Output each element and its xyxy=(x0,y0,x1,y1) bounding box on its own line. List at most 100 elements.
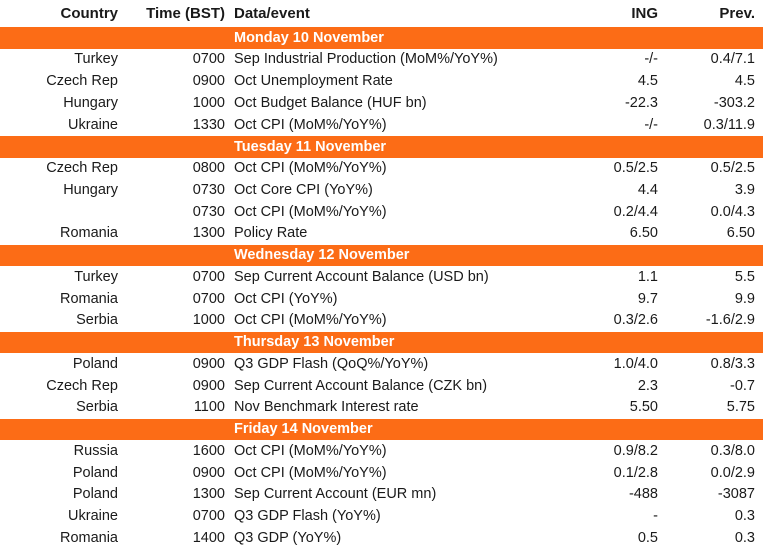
event-row: Romania 1400 Q3 GDP (YoY%) 0.5 0.3 xyxy=(0,527,763,549)
cell-time: 0900 xyxy=(192,356,225,372)
cell-time: 1600 xyxy=(192,443,225,459)
cell-time: 1400 xyxy=(192,530,225,546)
cell-time: 1300 xyxy=(192,487,225,502)
cell-event: Oct Budget Balance (HUF bn) xyxy=(234,95,427,111)
calendar-sections: Monday 10 November Turkey 0700 Sep Industri… xyxy=(0,27,763,549)
cell-prev: 6.50 xyxy=(726,226,755,241)
cell-ing: -/- xyxy=(644,117,658,133)
cell-event: Sep Industrial Production (MoM%/YoY%) xyxy=(234,52,498,67)
cell-event: Oct CPI (MoM%/YoY%) xyxy=(234,465,387,481)
event-row: Poland 0900 Oct CPI (MoM%/YoY%) 0.1/2.8 0.0/… xyxy=(0,462,763,484)
cell-event: Sep Current Account Balance (CZK bn) xyxy=(234,378,488,394)
cell-ing: 5.50 xyxy=(629,400,658,415)
cell-country: Poland xyxy=(72,487,118,502)
cell-prev: -0.7 xyxy=(730,378,755,394)
cell-country: Romania xyxy=(59,530,118,546)
event-row: Poland 0900 Q3 GDP Flash (QoQ%/YoY%) 1.0/4.… xyxy=(0,353,763,375)
cell-country: Czech Rep xyxy=(46,378,118,394)
cell-event: Q3 GDP Flash (QoQ%/YoY%) xyxy=(234,356,429,372)
cell-event: Nov Benchmark Interest rate xyxy=(234,400,419,415)
cell-ing: 4.4 xyxy=(637,182,658,198)
cell-country: Ukraine xyxy=(68,509,118,524)
cell-country: Serbia xyxy=(76,400,118,415)
cell-time: 0700 xyxy=(192,269,225,285)
cell-time: 0730 xyxy=(192,182,225,198)
cell-ing: 0.2/4.4 xyxy=(613,204,658,220)
cell-prev: 5.5 xyxy=(734,269,755,285)
cell-ing: - xyxy=(653,509,658,524)
cell-country: Romania xyxy=(59,291,118,307)
cell-ing: 6.50 xyxy=(629,226,658,241)
cell-ing: 0.5/2.5 xyxy=(613,161,658,176)
cell-prev: 0.8/3.3 xyxy=(710,356,755,372)
cell-event: Sep Current Account Balance (USD bn) xyxy=(234,269,489,285)
event-row: Serbia 1000 Oct CPI (MoM%/YoY%) 0.3/2.6 -1.6… xyxy=(0,310,763,332)
cell-ing: 0.5 xyxy=(637,530,658,546)
day-section-header: Wednesday 12 November xyxy=(0,244,763,267)
event-row: Turkey 0700 Sep Current Account Balance (U… xyxy=(0,266,763,288)
event-row: Poland 1300 Sep Current Account (EUR mn) -4… xyxy=(0,484,763,506)
cell-prev: 3.9 xyxy=(734,182,755,198)
cell-prev: 0.3/8.0 xyxy=(710,443,755,459)
cell-prev: -303.2 xyxy=(713,95,755,111)
cell-country: Hungary xyxy=(63,95,118,111)
cell-time: 0700 xyxy=(192,509,225,524)
cell-country: Serbia xyxy=(76,313,118,328)
event-row: Czech Rep 0900 Sep Current Account Balance… xyxy=(0,375,763,397)
cell-prev: -3087 xyxy=(717,487,755,502)
cell-time: 1330 xyxy=(192,117,225,133)
cell-event: Q3 GDP (YoY%) xyxy=(234,530,342,546)
cell-prev: 4.5 xyxy=(734,74,755,89)
column-header-time: Time (BST) xyxy=(146,6,225,21)
cell-event: Sep Current Account (EUR mn) xyxy=(234,487,437,502)
cell-prev: 0.3/11.9 xyxy=(703,117,755,133)
cell-country: Hungary xyxy=(63,182,118,198)
cell-ing: 1.1 xyxy=(637,269,658,285)
cell-ing: 0.3/2.6 xyxy=(613,313,658,328)
cell-country: Poland xyxy=(72,356,118,372)
cell-event: Oct CPI (YoY%) xyxy=(234,291,338,307)
cell-ing: 1.0/4.0 xyxy=(613,356,658,372)
cell-prev: 5.75 xyxy=(726,400,755,415)
cell-event: Oct Core CPI (YoY%) xyxy=(234,182,373,198)
cell-event: Oct Unemployment Rate xyxy=(234,74,393,89)
event-row: Ukraine 0700 Q3 GDP Flash (YoY%) - 0.3 xyxy=(0,506,763,528)
cell-prev: 0.0/4.3 xyxy=(710,204,755,220)
cell-prev: 9.9 xyxy=(734,291,755,307)
cell-event: Oct CPI (MoM%/YoY%) xyxy=(234,161,387,176)
day-section-header: Thursday 13 November xyxy=(0,331,763,354)
cell-time: 0700 xyxy=(192,52,225,67)
cell-country: Poland xyxy=(72,465,118,481)
cell-ing: 4.5 xyxy=(637,74,658,89)
cell-event: Oct CPI (MoM%/YoY%) xyxy=(234,313,387,328)
event-row: Russia 1600 Oct CPI (MoM%/YoY%) 0.9/8.2 0.3/… xyxy=(0,440,763,462)
event-row: Romania 0700 Oct CPI (YoY%) 9.7 9.9 xyxy=(0,288,763,310)
event-row: Czech Rep 0800 Oct CPI (MoM%/YoY%) 0.5/2.5 0… xyxy=(0,158,763,180)
day-section-header: Monday 10 November xyxy=(0,27,763,49)
event-row: Czech Rep 0900 Oct Unemployment Rate 4.5 4.5 xyxy=(0,71,763,93)
cell-time: 0900 xyxy=(192,465,225,481)
cell-prev: 0.3 xyxy=(734,530,755,546)
day-section-header: Tuesday 11 November xyxy=(0,135,763,158)
cell-time: 1100 xyxy=(193,400,225,415)
cell-ing: 2.3 xyxy=(637,378,658,394)
cell-ing: 0.1/2.8 xyxy=(613,465,658,481)
column-header-prev: Prev. xyxy=(719,6,755,21)
cell-country: Russia xyxy=(73,443,118,459)
column-header-ing: ING xyxy=(631,6,658,21)
cell-time: 0730 xyxy=(192,204,225,220)
cell-country: Turkey xyxy=(74,52,118,67)
cell-time: 0700 xyxy=(192,291,225,307)
column-header-country: Country xyxy=(60,6,119,21)
cell-prev: 0.5/2.5 xyxy=(710,161,755,176)
event-row: Hungary 1000 Oct Budget Balance (HUF bn) -2… xyxy=(0,92,763,114)
event-row: Serbia 1100 Nov Benchmark Interest rate 5.5… xyxy=(0,397,763,419)
table-header-row: Country Time (BST) Data/event ING Prev. xyxy=(0,0,763,27)
cell-time: 0800 xyxy=(192,161,225,176)
cell-time: 1000 xyxy=(192,313,225,328)
cell-country: Turkey xyxy=(74,269,118,285)
cell-time: 1300 xyxy=(192,226,225,241)
cell-prev: 0.3 xyxy=(734,509,755,524)
cell-ing: -488 xyxy=(628,487,658,502)
